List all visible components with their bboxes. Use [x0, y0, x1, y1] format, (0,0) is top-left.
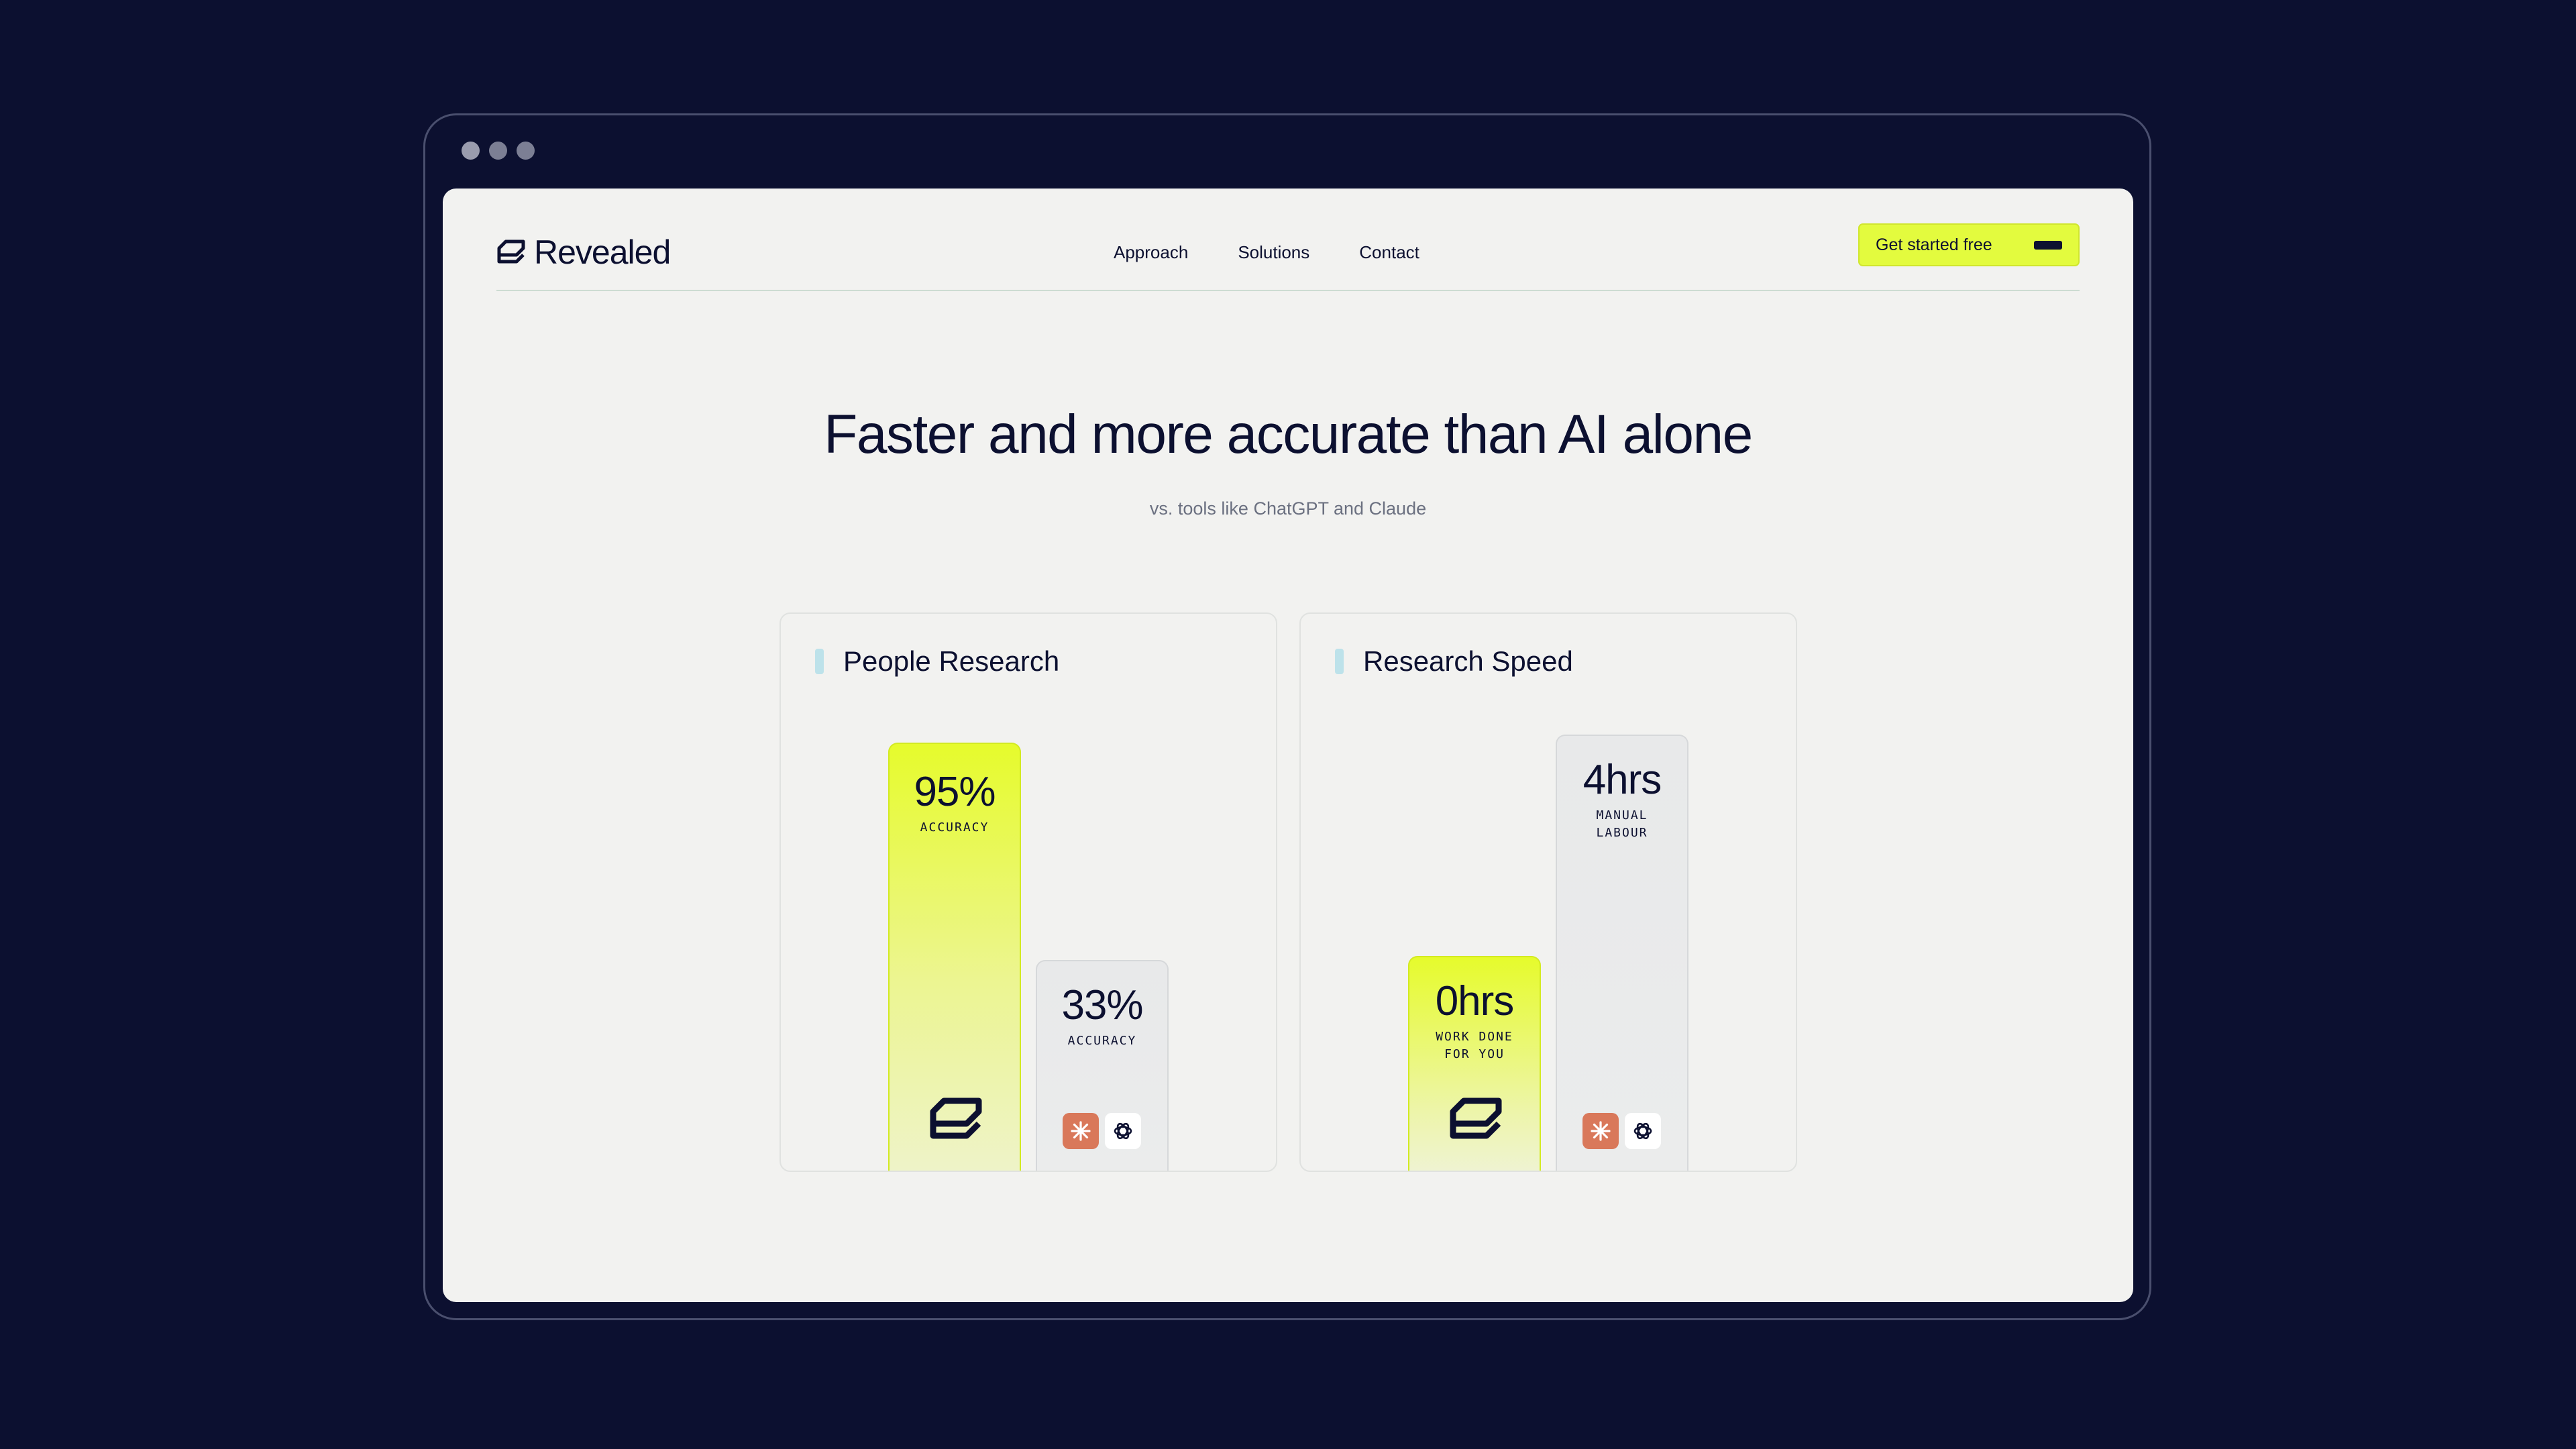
- bar-label-line: MANUAL: [1596, 808, 1648, 822]
- chatgpt-icon: [1625, 1113, 1661, 1149]
- nav-solutions[interactable]: Solutions: [1238, 242, 1310, 262]
- ai-tool-icons: [1063, 1113, 1141, 1149]
- card-title: Research Speed: [1363, 645, 1573, 677]
- revealed-accuracy-bar: 95% ACCURACY: [888, 743, 1021, 1171]
- card-title: People Research: [843, 645, 1060, 677]
- window-minimize-dot[interactable]: [489, 142, 507, 160]
- header-divider: [496, 290, 2080, 291]
- page-viewport: Revealed Approach Solutions Contact Get …: [443, 189, 2133, 1302]
- bar-value: 0hrs: [1435, 978, 1515, 1024]
- bar-label-line: FOR YOU: [1444, 1047, 1505, 1061]
- revealed-logo-icon: [1450, 1097, 1502, 1139]
- bar-label: MANUAL LABOUR: [1557, 807, 1687, 842]
- get-started-label: Get started free: [1876, 235, 1992, 254]
- research-speed-card: Research Speed 0hrs WORK DONE FOR YOU 4h…: [1299, 612, 1797, 1172]
- site-logo[interactable]: Revealed: [496, 229, 671, 276]
- card-accent-marker: [815, 649, 824, 674]
- arrow-icon: [2034, 240, 2062, 250]
- window-maximize-dot[interactable]: [517, 142, 535, 160]
- claude-icon: [1063, 1113, 1099, 1149]
- window-close-dot[interactable]: [462, 142, 480, 160]
- get-started-button[interactable]: Get started free: [1858, 223, 2080, 266]
- chatgpt-icon: [1105, 1113, 1141, 1149]
- revealed-logo-icon: [930, 1097, 982, 1139]
- bar-label-line: WORK DONE: [1436, 1030, 1513, 1044]
- ai-accuracy-bar: 33% ACCURACY: [1036, 960, 1169, 1171]
- ai-tool-icons: [1582, 1113, 1661, 1149]
- revealed-time-bar: 0hrs WORK DONE FOR YOU: [1408, 956, 1541, 1171]
- manual-time-bar: 4hrs MANUAL LABOUR: [1556, 735, 1688, 1171]
- card-accent-marker: [1335, 649, 1344, 674]
- nav-contact[interactable]: Contact: [1359, 242, 1419, 262]
- revealed-logo-icon: [497, 239, 525, 264]
- bar-label: WORK DONE FOR YOU: [1409, 1028, 1540, 1063]
- bar-label: ACCURACY: [920, 820, 989, 835]
- nav-approach[interactable]: Approach: [1114, 242, 1189, 262]
- hero-title: Faster and more accurate than AI alone: [824, 404, 1753, 465]
- logo-text: Revealed: [534, 233, 671, 271]
- claude-icon: [1582, 1113, 1619, 1149]
- bar-value: 33%: [1061, 982, 1143, 1028]
- people-research-card: People Research 95% ACCURACY 33% ACCURAC…: [780, 612, 1277, 1172]
- bar-label: ACCURACY: [1067, 1034, 1137, 1048]
- bar-label-line: LABOUR: [1596, 826, 1648, 840]
- main-nav: Approach Solutions Contact: [1114, 235, 1419, 269]
- bar-value: 4hrs: [1582, 757, 1662, 803]
- bar-value: 95%: [914, 769, 996, 815]
- hero-subtitle: vs. tools like ChatGPT and Claude: [1149, 498, 1427, 519]
